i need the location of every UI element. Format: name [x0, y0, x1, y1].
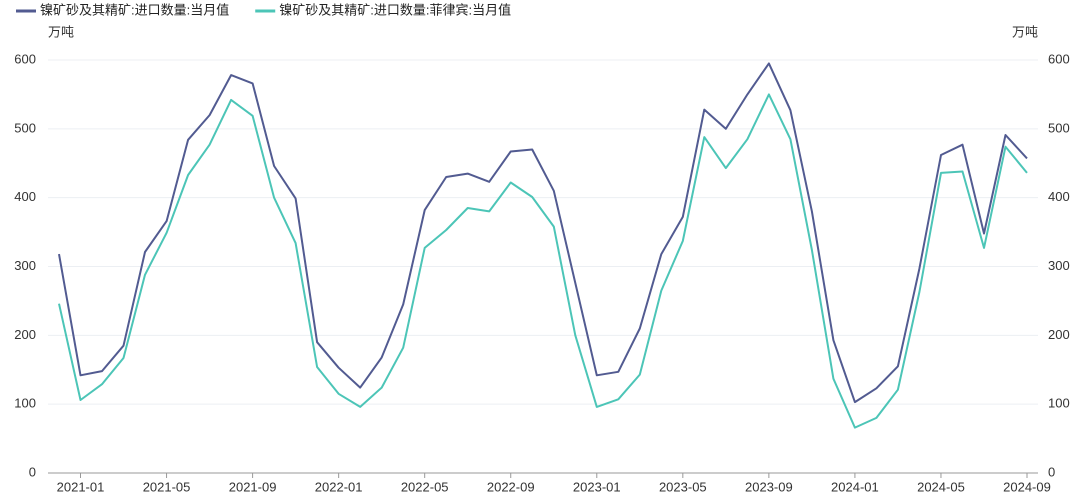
legend: 镍矿砂及其精矿:进口数量:当月值 镍矿砂及其精矿:进口数量:菲律宾:当月值 — [16, 2, 511, 17]
y2-tick-label: 200 — [1048, 327, 1070, 342]
y2-tick-label: 600 — [1048, 51, 1070, 66]
y-tick-label: 600 — [14, 51, 36, 66]
series-line — [58, 62, 1028, 404]
y2-axis-label: 万吨 — [1012, 24, 1038, 39]
x-tick-label: 2022-05 — [401, 479, 449, 494]
y-tick-label: 0 — [29, 464, 36, 479]
x-tick-label: 2021-01 — [57, 479, 105, 494]
y2-tick-label: 0 — [1048, 464, 1055, 479]
y-tick-label: 300 — [14, 258, 36, 273]
y-tick-label: 400 — [14, 189, 36, 204]
x-tick-label: 2021-05 — [143, 479, 191, 494]
x-tick-label: 2023-05 — [659, 479, 707, 494]
y2-tick-label: 400 — [1048, 189, 1070, 204]
legend-label: 镍矿砂及其精矿:进口数量:当月值 — [40, 2, 229, 17]
y2-tick-label: 100 — [1048, 396, 1070, 411]
x-tick-label: 2024-09 — [1003, 479, 1051, 494]
y2-tick-label: 300 — [1048, 258, 1070, 273]
x-tick-label: 2022-01 — [315, 479, 363, 494]
x-tick-label: 2023-01 — [573, 479, 621, 494]
x-tick-label: 2022-09 — [487, 479, 535, 494]
series-line — [58, 93, 1028, 429]
y-tick-label: 500 — [14, 120, 36, 135]
y-tick-label: 200 — [14, 327, 36, 342]
x-tick-label: 2024-05 — [917, 479, 965, 494]
y2-tick-label: 500 — [1048, 120, 1070, 135]
x-tick-label: 2021-09 — [229, 479, 277, 494]
y-axis-label: 万吨 — [48, 24, 74, 39]
x-tick-label: 2023-09 — [745, 479, 793, 494]
y-tick-label: 100 — [14, 396, 36, 411]
legend-label: 镍矿砂及其精矿:进口数量:菲律宾:当月值 — [279, 2, 511, 17]
x-tick-label: 2024-01 — [831, 479, 879, 494]
